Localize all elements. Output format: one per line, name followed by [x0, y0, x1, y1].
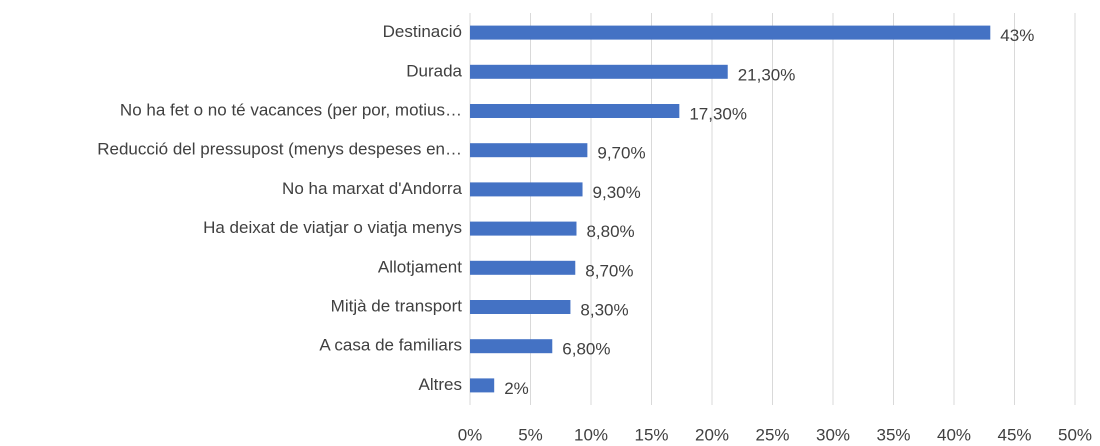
x-tick-label: 10%	[574, 425, 608, 444]
y-tick-label: Reducció del pressupost (menys despeses …	[97, 140, 462, 159]
value-label: 8,30%	[580, 300, 628, 319]
bar	[470, 104, 680, 118]
bar	[470, 221, 577, 236]
y-tick-label: Mitjà de transport	[331, 296, 463, 315]
bar	[470, 182, 583, 197]
value-label: 9,30%	[593, 183, 641, 202]
x-tick-label: 5%	[518, 425, 543, 444]
value-label: 2%	[504, 379, 529, 398]
y-tick-label: Allotjament	[378, 257, 462, 276]
y-tick-label: Destinació	[383, 22, 462, 41]
bar	[470, 64, 728, 79]
x-tick-label: 50%	[1058, 425, 1092, 444]
value-label: 8,70%	[585, 261, 633, 280]
bar	[470, 25, 991, 40]
y-tick-label: Ha deixat de viatjar o viatja menys	[203, 218, 462, 237]
x-tick-label: 45%	[997, 425, 1031, 444]
x-tick-label: 15%	[634, 425, 668, 444]
bar	[470, 378, 495, 393]
x-tick-label: 30%	[816, 425, 850, 444]
bar	[470, 260, 576, 275]
y-tick-label: Altres	[419, 375, 462, 394]
bar	[470, 300, 571, 314]
x-tick-label: 20%	[695, 425, 729, 444]
y-tick-label: No ha fet o no té vacances (per por, mot…	[120, 100, 462, 119]
value-label: 8,80%	[586, 222, 634, 241]
bar	[470, 143, 588, 158]
value-label: 9,70%	[597, 144, 645, 163]
y-tick-label: A casa de familiars	[319, 336, 462, 355]
x-tick-label: 40%	[937, 425, 971, 444]
x-tick-label: 35%	[876, 425, 910, 444]
value-label: 43%	[1000, 26, 1034, 45]
value-label: 6,80%	[562, 340, 610, 359]
value-label: 21,30%	[738, 65, 796, 84]
value-label: 17,30%	[689, 104, 747, 123]
y-tick-label: No ha marxat d'Andorra	[282, 179, 462, 198]
x-tick-label: 25%	[755, 425, 789, 444]
x-tick-label: 0%	[458, 425, 483, 444]
y-tick-label: Durada	[406, 61, 462, 80]
bar	[470, 339, 553, 354]
